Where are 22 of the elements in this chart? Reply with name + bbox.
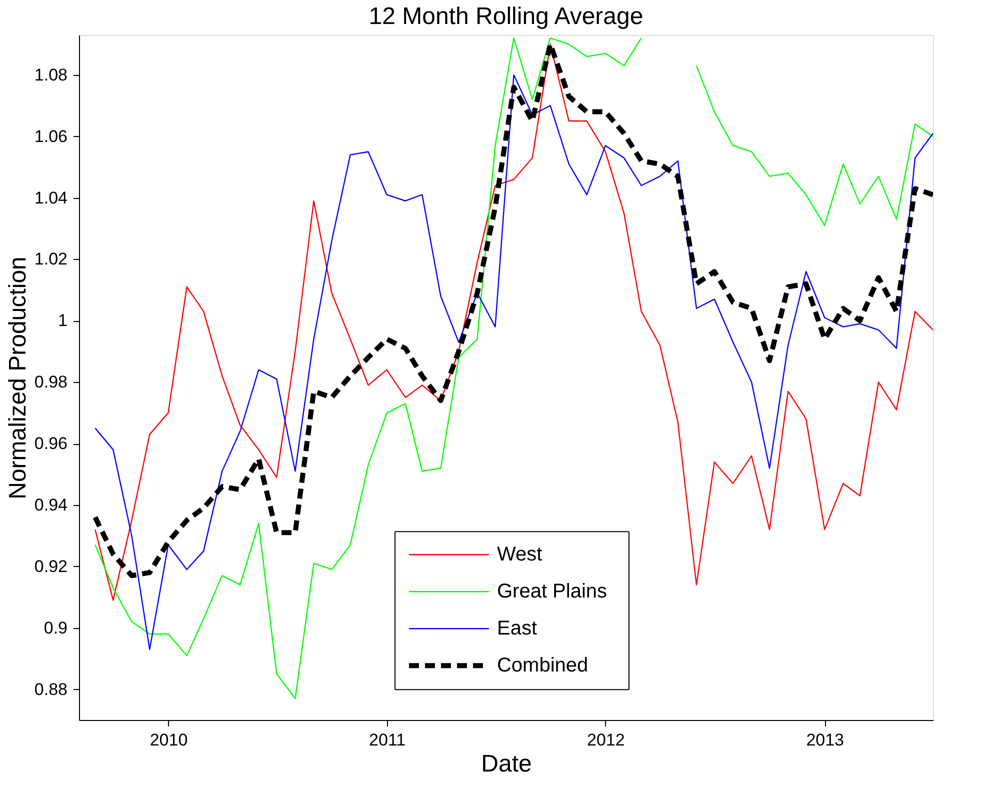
y-tick-label: 1.04 <box>34 188 68 208</box>
y-tick-label: 0.92 <box>34 556 68 576</box>
legend-label: Combined <box>496 654 588 677</box>
y-tick-label: 0.96 <box>34 434 68 454</box>
x-axis-title: Date <box>481 750 532 778</box>
x-tick-label: 2011 <box>369 730 406 750</box>
x-tick-label: 2012 <box>587 730 625 750</box>
y-tick-label: 0.9 <box>44 618 68 638</box>
legend-label: West <box>496 544 543 566</box>
legend-label: Great Plains <box>496 580 608 603</box>
y-tick-label: 1 <box>58 311 68 330</box>
y-tick-label: 1.08 <box>34 65 68 84</box>
chart-title: 12 Month Rolling Average <box>368 3 644 30</box>
y-tick-label: 0.98 <box>34 372 68 392</box>
y-tick-label: 0.88 <box>34 680 68 699</box>
y-tick-label: 1.02 <box>34 250 68 269</box>
y-tick-label: 1.06 <box>34 126 68 146</box>
legend-label: East <box>496 618 538 640</box>
y-tick-label: 0.94 <box>34 495 68 514</box>
x-tick-label: 2013 <box>806 730 844 750</box>
y-axis-title: Normalized Production <box>4 256 32 500</box>
x-tick-label: 2010 <box>150 730 188 750</box>
